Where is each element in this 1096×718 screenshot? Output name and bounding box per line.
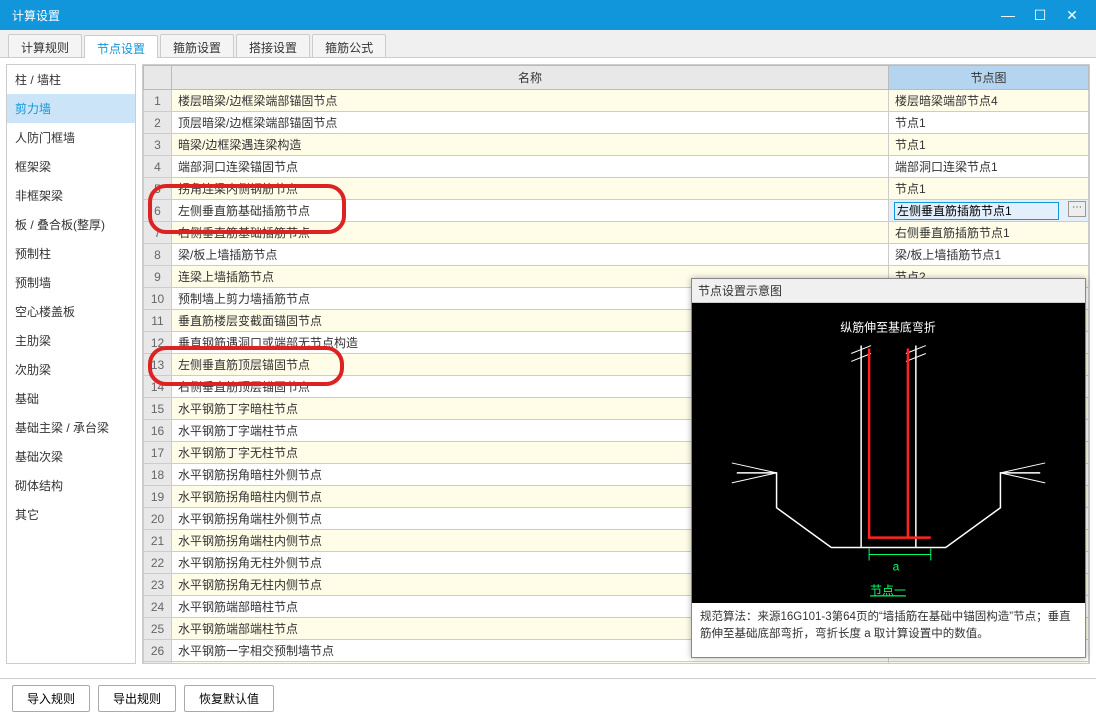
sidebar-item-12[interactable]: 基础主梁 / 承台梁 bbox=[7, 413, 135, 442]
footer-bar: 导入规则 导出规则 恢复默认值 bbox=[0, 678, 1096, 718]
col-head-name: 名称 bbox=[172, 66, 889, 90]
table-row[interactable]: 27剪力墙遇框架柱/框支柱/暗柱平齐一侧节点2 bbox=[144, 662, 1089, 664]
row-num: 3 bbox=[144, 134, 172, 156]
row-num: 5 bbox=[144, 178, 172, 200]
tab-2[interactable]: 箍筋设置 bbox=[160, 34, 234, 57]
row-num: 9 bbox=[144, 266, 172, 288]
sidebar-item-10[interactable]: 次肋梁 bbox=[7, 355, 135, 384]
preview-description: 规范算法：来源16G101-3第64页的“墙插筋在基础中锚固构造”节点；垂直筋伸… bbox=[692, 603, 1085, 650]
minimize-button[interactable]: ― bbox=[992, 0, 1024, 30]
row-name: 拐角连梁内侧钢筋节点 bbox=[172, 178, 889, 200]
value-input[interactable] bbox=[895, 203, 1058, 219]
table-row[interactable]: 5拐角连梁内侧钢筋节点节点1 bbox=[144, 178, 1089, 200]
table-row[interactable]: 7右侧垂直筋基础插筋节点右侧垂直筋插筋节点1 bbox=[144, 222, 1089, 244]
table-row[interactable]: 3暗梁/边框梁遇连梁构造节点1 bbox=[144, 134, 1089, 156]
row-num: 26 bbox=[144, 640, 172, 662]
row-num: 1 bbox=[144, 90, 172, 112]
sidebar-item-0[interactable]: 柱 / 墙柱 bbox=[7, 65, 135, 94]
table-row[interactable]: 1楼层暗梁/边框梁端部锚固节点楼层暗梁端部节点4 bbox=[144, 90, 1089, 112]
table-row[interactable]: 2顶层暗梁/边框梁端部锚固节点节点1 bbox=[144, 112, 1089, 134]
sidebar-item-13[interactable]: 基础次梁 bbox=[7, 442, 135, 471]
row-name: 暗梁/边框梁遇连梁构造 bbox=[172, 134, 889, 156]
row-name: 端部洞口连梁锚固节点 bbox=[172, 156, 889, 178]
row-num: 27 bbox=[144, 662, 172, 664]
row-num: 2 bbox=[144, 112, 172, 134]
sidebar-item-6[interactable]: 预制柱 bbox=[7, 239, 135, 268]
row-num: 7 bbox=[144, 222, 172, 244]
tab-1[interactable]: 节点设置 bbox=[84, 35, 158, 58]
row-num: 18 bbox=[144, 464, 172, 486]
diagram-heading: 纵筋伸至基底弯折 bbox=[840, 321, 935, 335]
row-num: 13 bbox=[144, 354, 172, 376]
row-name: 梁/板上墙插筋节点 bbox=[172, 244, 889, 266]
sidebar-item-8[interactable]: 空心楼盖板 bbox=[7, 297, 135, 326]
row-num: 15 bbox=[144, 398, 172, 420]
sidebar-item-9[interactable]: 主肋梁 bbox=[7, 326, 135, 355]
sidebar-item-3[interactable]: 框架梁 bbox=[7, 152, 135, 181]
window-title: 计算设置 bbox=[8, 7, 992, 24]
preview-title: 节点设置示意图 bbox=[692, 279, 1085, 303]
row-value-cell[interactable]: ⋯ bbox=[889, 200, 1089, 222]
row-name: 左侧垂直筋基础插筋节点 bbox=[172, 200, 889, 222]
row-value-cell[interactable]: 节点2 bbox=[889, 662, 1089, 664]
titlebar: 计算设置 ― ☐ ✕ bbox=[0, 0, 1096, 30]
row-num: 20 bbox=[144, 508, 172, 530]
sidebar-item-4[interactable]: 非框架梁 bbox=[7, 181, 135, 210]
row-num: 11 bbox=[144, 310, 172, 332]
table-row[interactable]: 6左侧垂直筋基础插筋节点 ⋯ bbox=[144, 200, 1089, 222]
sidebar-item-7[interactable]: 预制墙 bbox=[7, 268, 135, 297]
close-button[interactable]: ✕ bbox=[1056, 0, 1088, 30]
row-num: 24 bbox=[144, 596, 172, 618]
row-name: 右侧垂直筋基础插筋节点 bbox=[172, 222, 889, 244]
row-name: 顶层暗梁/边框梁端部锚固节点 bbox=[172, 112, 889, 134]
dim-label-a: a bbox=[893, 559, 900, 573]
row-value-cell[interactable]: 楼层暗梁端部节点4 bbox=[889, 90, 1089, 112]
import-button[interactable]: 导入规则 bbox=[12, 685, 90, 712]
row-num: 12 bbox=[144, 332, 172, 354]
row-num: 4 bbox=[144, 156, 172, 178]
row-value-cell[interactable]: 节点1 bbox=[889, 178, 1089, 200]
sidebar-item-1[interactable]: 剪力墙 bbox=[7, 94, 135, 123]
row-value-cell[interactable]: 梁/板上墙插筋节点1 bbox=[889, 244, 1089, 266]
sidebar-item-2[interactable]: 人防门框墙 bbox=[7, 123, 135, 152]
sidebar-item-11[interactable]: 基础 bbox=[7, 384, 135, 413]
node-label: 节点一 bbox=[870, 583, 906, 597]
row-num: 22 bbox=[144, 552, 172, 574]
more-button[interactable]: ⋯ bbox=[1068, 201, 1086, 217]
sidebar-item-15[interactable]: 其它 bbox=[7, 500, 135, 529]
sidebar-item-14[interactable]: 砌体结构 bbox=[7, 471, 135, 500]
row-num: 14 bbox=[144, 376, 172, 398]
category-sidebar: 柱 / 墙柱剪力墙人防门框墙框架梁非框架梁板 / 叠合板(整厚)预制柱预制墙空心… bbox=[6, 64, 136, 664]
maximize-button[interactable]: ☐ bbox=[1024, 0, 1056, 30]
tab-3[interactable]: 搭接设置 bbox=[236, 34, 310, 57]
tab-bar: 计算规则节点设置箍筋设置搭接设置箍筋公式 bbox=[0, 30, 1096, 58]
row-value-cell[interactable]: 节点1 bbox=[889, 112, 1089, 134]
row-num: 19 bbox=[144, 486, 172, 508]
export-button[interactable]: 导出规则 bbox=[98, 685, 176, 712]
table-row[interactable]: 8梁/板上墙插筋节点梁/板上墙插筋节点1 bbox=[144, 244, 1089, 266]
row-value-cell[interactable]: 端部洞口连梁节点1 bbox=[889, 156, 1089, 178]
row-name: 剪力墙遇框架柱/框支柱/暗柱平齐一侧 bbox=[172, 662, 889, 664]
row-value-cell[interactable]: 节点1 bbox=[889, 134, 1089, 156]
row-value-cell[interactable]: 右侧垂直筋插筋节点1 bbox=[889, 222, 1089, 244]
table-row[interactable]: 4端部洞口连梁锚固节点端部洞口连梁节点1 bbox=[144, 156, 1089, 178]
row-name: 楼层暗梁/边框梁端部锚固节点 bbox=[172, 90, 889, 112]
preview-canvas: 纵筋伸至基底弯折 a 节点一 bbox=[692, 303, 1085, 603]
row-num: 6 bbox=[144, 200, 172, 222]
col-head-num bbox=[144, 66, 172, 90]
reset-button[interactable]: 恢复默认值 bbox=[184, 685, 274, 712]
row-num: 25 bbox=[144, 618, 172, 640]
tab-4[interactable]: 箍筋公式 bbox=[312, 34, 386, 57]
col-head-val: 节点图 bbox=[889, 66, 1089, 90]
row-num: 23 bbox=[144, 574, 172, 596]
row-num: 16 bbox=[144, 420, 172, 442]
row-num: 21 bbox=[144, 530, 172, 552]
row-num: 10 bbox=[144, 288, 172, 310]
sidebar-item-5[interactable]: 板 / 叠合板(整厚) bbox=[7, 210, 135, 239]
row-num: 8 bbox=[144, 244, 172, 266]
row-num: 17 bbox=[144, 442, 172, 464]
tab-0[interactable]: 计算规则 bbox=[8, 34, 82, 57]
preview-panel: 节点设置示意图 纵筋伸至基底弯折 a 节点一 规范算法：来源16G101-3第6… bbox=[691, 278, 1086, 658]
